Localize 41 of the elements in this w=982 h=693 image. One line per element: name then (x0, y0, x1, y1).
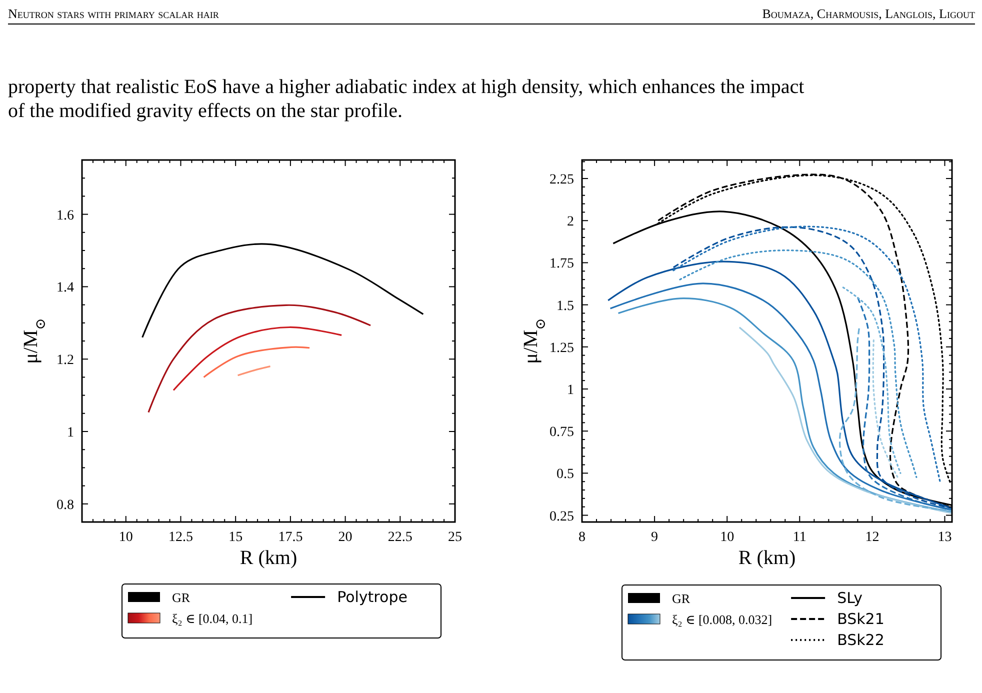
x-tick-label: 20 (338, 530, 352, 545)
x-tick-label: 11 (792, 530, 806, 545)
y-tick-label: 1.25 (550, 340, 574, 356)
y-tick-label: 1.4 (56, 280, 74, 296)
text: of the modified gravity effects on the star profile. (8, 100, 403, 122)
x-tick-label: 10 (720, 530, 734, 545)
x-tick-label: 9 (651, 530, 658, 545)
x-axis-title: R (km) (240, 547, 298, 569)
x-tick-label: 13 (938, 530, 952, 545)
y-tick-label: 1 (67, 426, 74, 440)
text: Boumaza, Charmousis, Langlois, Ligout (762, 6, 976, 21)
y-tick-label: 0.8 (56, 498, 74, 513)
text: GR (172, 590, 190, 605)
y-tick-label: 0.75 (550, 425, 574, 440)
x-tick-label: 25 (448, 530, 462, 545)
y-tick-label: 0.25 (550, 509, 574, 524)
x-axis-title: R (km) (738, 547, 796, 569)
y-tick-label: 1.5 (556, 298, 574, 314)
legend-label: Polytrope (337, 588, 408, 606)
y-tick-label: 1 (567, 382, 574, 398)
text: ξ₂ ∈ [0.04, 0.1] (172, 611, 253, 626)
y-tick-label: 1.2 (56, 353, 74, 368)
text: GR (672, 591, 690, 606)
x-tick-label: 12.5 (168, 530, 193, 545)
y-tick-label: 2 (567, 214, 574, 230)
text: Neutron stars with primary scalar hair (8, 6, 219, 21)
text: ξ₂ ∈ [0.008, 0.032] (672, 612, 772, 627)
x-tick-label: 8 (578, 530, 586, 545)
y-tick-label: 0.5 (556, 467, 574, 482)
x-tick-label: 12 (865, 530, 880, 545)
text: property that realistic EoS have a higher adiabatic index at high density, which enhances the impact (8, 76, 805, 98)
y-tick-label: 1.75 (550, 256, 574, 272)
x-tick-label: 22.5 (388, 530, 412, 545)
legend-label: BSk21 (837, 610, 884, 628)
x-tick-label: 10 (118, 530, 133, 545)
x-tick-label: 17.5 (278, 530, 303, 545)
x-tick-label: 15 (228, 530, 243, 545)
y-tick-label: 1.6 (56, 208, 74, 224)
legend-label: BSk22 (837, 631, 884, 649)
legend-label: SLy (837, 589, 863, 607)
y-tick-label: 2.25 (550, 172, 574, 188)
